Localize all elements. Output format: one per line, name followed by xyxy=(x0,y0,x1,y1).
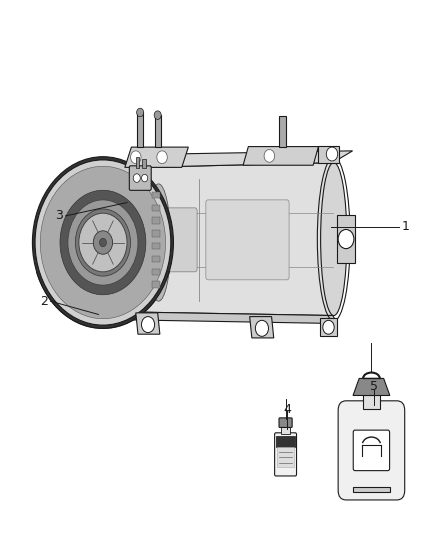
Polygon shape xyxy=(125,147,188,167)
Bar xyxy=(152,243,160,249)
Ellipse shape xyxy=(321,163,347,316)
Ellipse shape xyxy=(147,184,171,301)
FancyBboxPatch shape xyxy=(275,433,297,476)
Circle shape xyxy=(75,209,131,276)
Polygon shape xyxy=(320,318,337,336)
Circle shape xyxy=(264,149,275,162)
Circle shape xyxy=(49,178,156,307)
Bar xyxy=(152,217,160,224)
FancyBboxPatch shape xyxy=(131,208,197,272)
Circle shape xyxy=(93,231,113,254)
Polygon shape xyxy=(120,151,353,168)
Bar xyxy=(142,159,145,168)
Circle shape xyxy=(326,147,338,161)
Text: 5: 5 xyxy=(371,380,378,393)
Circle shape xyxy=(154,111,161,119)
Bar xyxy=(363,395,380,409)
Circle shape xyxy=(32,157,173,328)
Bar xyxy=(276,436,295,447)
Circle shape xyxy=(133,174,140,182)
Circle shape xyxy=(141,317,155,333)
Circle shape xyxy=(53,182,153,303)
Polygon shape xyxy=(120,163,333,316)
Polygon shape xyxy=(353,378,390,395)
Circle shape xyxy=(46,174,159,311)
Circle shape xyxy=(131,151,141,164)
Bar xyxy=(137,112,143,147)
Circle shape xyxy=(99,238,106,247)
Circle shape xyxy=(323,320,334,334)
Circle shape xyxy=(59,189,147,296)
Bar xyxy=(318,146,339,163)
Circle shape xyxy=(68,200,138,285)
Bar xyxy=(155,115,161,147)
Bar xyxy=(353,487,390,492)
Circle shape xyxy=(338,229,354,248)
Bar xyxy=(337,215,355,263)
Bar xyxy=(136,157,139,168)
FancyBboxPatch shape xyxy=(338,401,405,500)
Circle shape xyxy=(56,185,150,300)
Bar xyxy=(277,447,294,467)
Bar xyxy=(152,269,160,275)
FancyBboxPatch shape xyxy=(129,166,151,190)
Text: 2: 2 xyxy=(40,295,48,308)
Bar xyxy=(152,205,160,211)
Polygon shape xyxy=(243,147,318,165)
FancyBboxPatch shape xyxy=(279,418,292,427)
Text: 1: 1 xyxy=(401,220,409,233)
Polygon shape xyxy=(136,313,160,334)
Bar xyxy=(152,230,160,237)
Circle shape xyxy=(137,108,144,117)
Text: 3: 3 xyxy=(55,209,63,222)
Bar xyxy=(152,256,160,262)
Circle shape xyxy=(157,151,167,164)
Bar xyxy=(279,116,286,147)
Circle shape xyxy=(40,166,166,319)
Bar xyxy=(152,281,160,288)
Bar xyxy=(281,425,290,434)
Circle shape xyxy=(79,213,127,272)
Circle shape xyxy=(35,160,171,325)
FancyBboxPatch shape xyxy=(206,200,289,280)
Circle shape xyxy=(43,170,162,315)
Polygon shape xyxy=(120,312,337,324)
Polygon shape xyxy=(250,317,274,338)
Text: 4: 4 xyxy=(283,403,291,416)
Bar xyxy=(152,192,160,198)
Circle shape xyxy=(255,320,268,336)
Circle shape xyxy=(60,190,146,295)
Circle shape xyxy=(141,174,148,182)
FancyBboxPatch shape xyxy=(353,430,390,471)
